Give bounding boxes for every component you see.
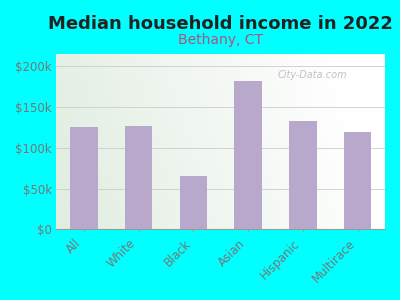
Bar <box>125 126 152 229</box>
Bar <box>70 127 98 229</box>
Bar <box>289 121 316 229</box>
Text: City-Data.com: City-Data.com <box>278 70 348 80</box>
Text: Bethany, CT: Bethany, CT <box>178 33 263 47</box>
Title: Median household income in 2022: Median household income in 2022 <box>48 15 393 33</box>
Bar <box>234 81 262 229</box>
Bar <box>180 176 207 229</box>
Bar <box>344 132 371 229</box>
